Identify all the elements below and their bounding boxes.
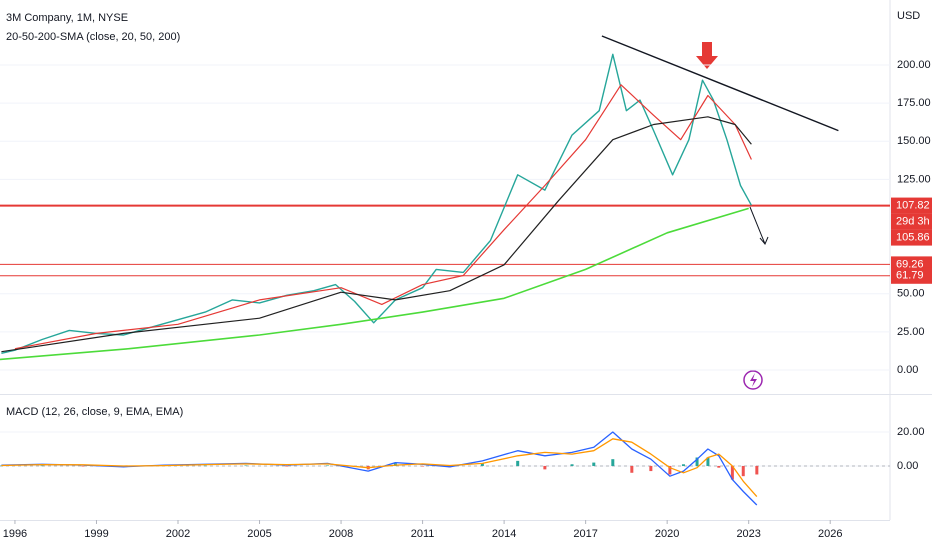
currency-label: USD [897,10,920,22]
x-tick-label: 2011 [411,528,435,540]
x-tick-label: 1999 [84,528,108,540]
level-label-box [891,197,932,214]
histogram-bar [325,465,329,466]
indicator-title: 20-50-200-SMA (close, 20, 50, 200) [6,31,180,43]
x-tick-label: 2020 [655,528,679,540]
series-line [1,53,753,354]
price-tag-label: 105.86 [896,231,930,243]
level-label: 107.82 [896,199,930,211]
y-tick-label: 25.00 [897,326,925,338]
histogram-bar [285,465,289,467]
x-tick-label: 2023 [736,528,760,540]
histogram-bar [480,463,484,466]
y-tick-label: 150.00 [897,135,931,147]
x-tick-label: 2017 [573,528,597,540]
histogram-bar [741,465,745,477]
histogram-bar [592,462,596,466]
histogram-bar [649,465,653,472]
histogram-bar [681,464,685,466]
level-label-box [891,267,932,284]
histogram-bar [244,465,248,466]
y-tick-label: 0.00 [897,460,918,472]
y-tick-label: 200.00 [897,59,931,71]
x-tick-label: 2014 [492,528,516,540]
countdown-label: 29d 3h [896,215,930,227]
histogram-bar [630,465,634,473]
y-tick-label: 125.00 [897,173,931,185]
histogram-bar [421,465,425,467]
histogram-bar [611,459,615,466]
level-label: 61.79 [896,270,924,282]
countdown-label-box [891,213,932,230]
chart-title: 3M Company, 1M, NYSE [6,12,128,24]
level-label: 69.26 [896,258,924,270]
series-line [1,116,752,353]
macd-title: MACD (12, 26, close, 9, EMA, EMA) [6,406,183,418]
x-tick-label: 1996 [3,528,27,540]
x-tick-label: 2008 [329,528,353,540]
series-line [0,207,749,361]
histogram-bar [668,465,672,475]
y-tick-label: 175.00 [897,97,931,109]
y-tick-label: 20.00 [897,426,925,438]
trend-line [601,35,839,132]
histogram-bar [717,465,721,468]
x-tick-label: 2005 [247,528,271,540]
y-tick-label: 50.00 [897,288,925,300]
histogram-bar [81,465,85,467]
histogram-bar [516,460,520,466]
histogram-bar [695,457,699,466]
histogram-bar [543,465,547,470]
histogram-bar [730,465,734,480]
y-tick-label: 0.00 [897,364,918,376]
projection-arrow [749,206,769,245]
histogram-bar [755,465,759,475]
price-tag-label-box [891,229,932,246]
histogram-bar [40,465,44,467]
alert-bolt [750,373,757,387]
histogram-bar [203,465,207,467]
down-arrow [696,42,718,69]
x-tick-label: 2026 [818,528,842,540]
x-tick-label: 2002 [166,528,190,540]
histogram-bar [570,464,574,466]
series-line [1,438,758,498]
histogram-bar [706,457,710,466]
series-line [14,84,752,350]
